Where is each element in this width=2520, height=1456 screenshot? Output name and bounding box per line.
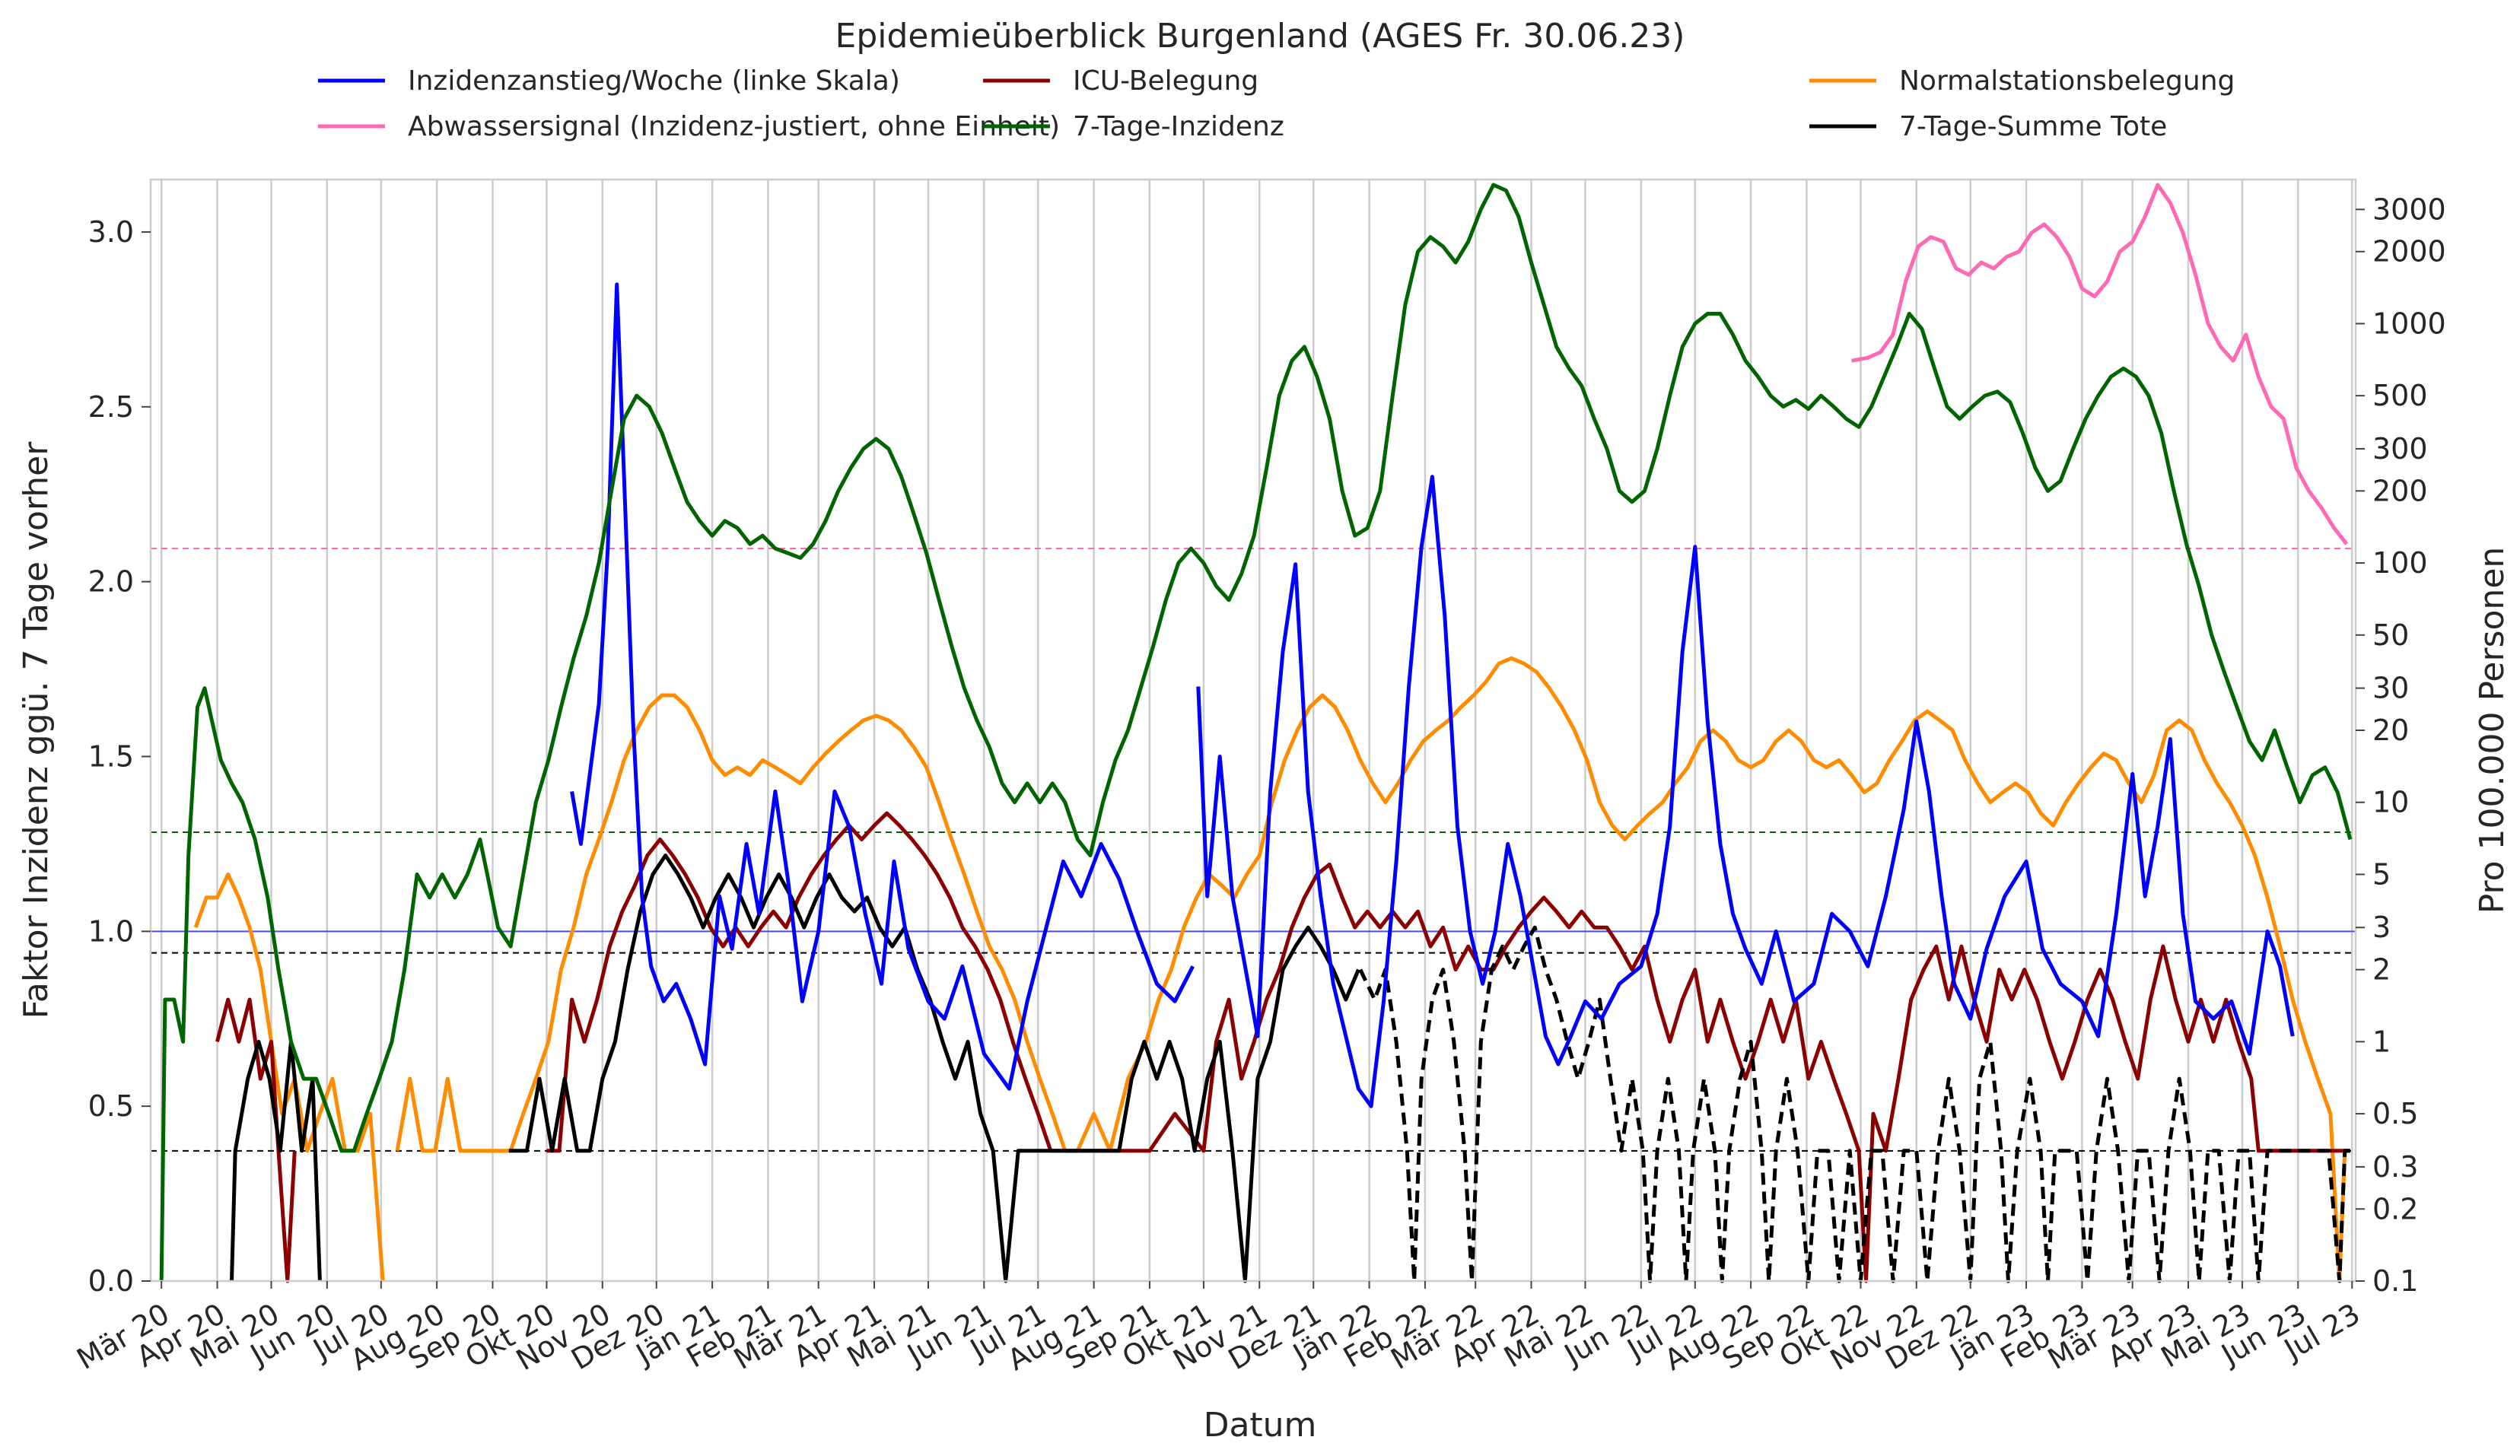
legend-entry: 7-Tage-Inzidenz — [1073, 111, 1284, 142]
y-right-tick-label: 0.1 — [2372, 1264, 2418, 1298]
y-left-tick-label: 0.0 — [88, 1264, 134, 1298]
x-axis-label: Datum — [1204, 1406, 1317, 1445]
y-right-tick-label: 30 — [2372, 672, 2409, 705]
y-right-tick-label: 0.2 — [2372, 1192, 2418, 1226]
y-right-tick-label: 0.3 — [2372, 1150, 2418, 1184]
series-line — [1851, 183, 2349, 545]
y-left-tick-label: 3.0 — [88, 215, 134, 249]
y-right-tick-label: 1000 — [2372, 307, 2446, 340]
y-right-tick-label: 3000 — [2372, 192, 2446, 226]
series-line — [159, 183, 2353, 1282]
y-axis-left-label: Faktor Inzidenz ggü. 7 Tage vorher — [17, 441, 56, 1019]
legend-entry: Normalstationsbelegung — [1899, 65, 2235, 97]
y-left-tick-label: 2.0 — [88, 565, 134, 599]
right-axis: 0.1 0.2 0.3 0.5 1 2 3 5 10 20 30 50 100 200 300 500 1000… — [2356, 192, 2446, 1298]
series-line — [1358, 925, 2350, 1283]
y-right-tick-label: 200 — [2372, 474, 2428, 507]
left-axis: 0.0 0.5 1.0 1.5 2.0 2.5 3.0 — [88, 215, 151, 1298]
legend-entry: 7-Tage-Summe Tote — [1899, 111, 2167, 142]
series-line — [570, 282, 1195, 1091]
series-line — [1196, 475, 2295, 1108]
series-line — [546, 811, 2349, 1283]
y-right-tick-label: 1 — [2372, 1025, 2391, 1058]
y-left-tick-label: 2.5 — [88, 390, 134, 424]
series-line — [508, 854, 1360, 1283]
y-left-tick-label: 0.5 — [88, 1089, 134, 1123]
series-line — [395, 656, 2350, 1283]
y-right-tick-label: 2 — [2372, 953, 2391, 987]
y-right-tick-label: 100 — [2372, 546, 2428, 580]
legend: Inzidenzanstieg/Woche (linke Skala) Abwas… — [318, 65, 2235, 142]
y-right-tick-label: 50 — [2372, 618, 2409, 652]
y-right-tick-label: 500 — [2372, 379, 2428, 412]
legend-entry: Inzidenzanstieg/Woche (linke Skala) — [408, 65, 900, 97]
y-right-tick-label: 20 — [2372, 714, 2409, 747]
y-right-tick-label: 5 — [2372, 857, 2391, 891]
legend-entry: Abwassersignal (Inzidenz-justiert, ohne … — [408, 111, 1060, 142]
y-right-tick-label: 2000 — [2372, 235, 2446, 269]
y-left-tick-label: 1.0 — [88, 914, 134, 948]
series-line — [230, 1039, 322, 1282]
legend-entry: ICU-Belegung — [1073, 65, 1258, 97]
y-left-tick-label: 1.5 — [88, 739, 134, 773]
chart-title: Epidemieüberblick Burgenland (AGES Fr. 3… — [835, 17, 1685, 56]
y-right-tick-label: 300 — [2372, 432, 2428, 466]
y-right-tick-label: 3 — [2372, 911, 2391, 944]
y-axis-right-label: Pro 100.000 Personen — [2473, 547, 2512, 914]
series-line — [215, 997, 297, 1283]
y-right-tick-label: 0.5 — [2372, 1097, 2418, 1130]
y-right-tick-label: 10 — [2372, 786, 2409, 819]
series-layer — [159, 183, 2353, 1283]
